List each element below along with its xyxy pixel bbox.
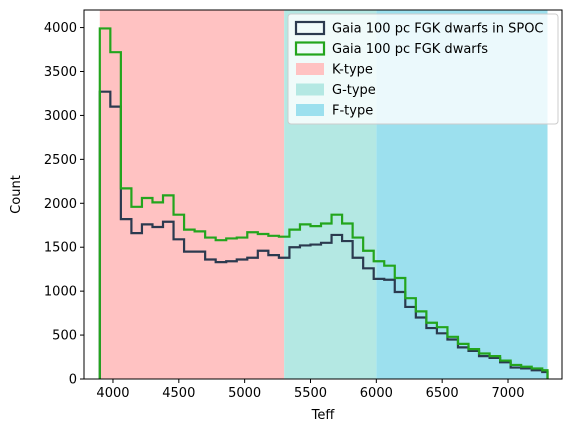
y-tick-label: 2000 [44, 197, 77, 212]
x-tick-label: 4500 [162, 386, 195, 401]
y-tick-label: 1500 [44, 241, 77, 256]
y-tick-label: 0 [69, 373, 77, 388]
legend-swatch-all-dwarfs [294, 41, 326, 56]
legend-swatch-g-type [296, 83, 324, 96]
legend-entry-spoc: Gaia 100 pc FGK dwarfs in SPOC [294, 20, 544, 37]
x-tick-label: 5500 [294, 386, 327, 401]
legend-swatch-k-type [296, 63, 324, 75]
y-tick-label: 3000 [44, 109, 77, 124]
band-k-type [99, 10, 285, 379]
histogram-series [98, 27, 549, 379]
x-axis-label: Teff [311, 408, 336, 423]
legend-label-spoc: Gaia 100 pc FGK dwarfs in SPOC [332, 22, 544, 37]
x-tick-label: 5000 [228, 386, 261, 401]
x-tick-label: 7000 [491, 386, 524, 401]
y-tick-label: 500 [52, 329, 77, 344]
y-tick-label: 3500 [44, 65, 77, 80]
legend-entry-all-dwarfs: Gaia 100 pc FGK dwarfs [294, 41, 488, 57]
x-tick-label: 4000 [96, 386, 129, 401]
legend-entry-g-type: G-type [296, 83, 376, 98]
legend-box [287, 13, 559, 125]
legend-label-g-type: G-type [332, 83, 376, 98]
legend-label-k-type: K-type [332, 63, 373, 78]
x-tick-label: 6500 [426, 386, 459, 401]
legend: Gaia 100 pc FGK dwarfs in SPOC Gaia 100 … [287, 13, 559, 125]
legend-entry-f-type: F-type [296, 104, 373, 119]
y-tick-label: 1000 [44, 285, 77, 300]
y-tick-label: 4000 [44, 21, 77, 36]
x-axis-ticks: 4000 4500 5000 5500 6000 6500 7000 [96, 379, 525, 401]
legend-label-all-dwarfs: Gaia 100 pc FGK dwarfs [332, 42, 488, 57]
legend-label-f-type: F-type [332, 104, 373, 119]
legend-swatch-spoc [294, 20, 326, 36]
series-line-1 [98, 27, 549, 379]
x-tick-label: 6000 [360, 386, 393, 401]
y-axis-ticks: 0 500 1000 1500 2000 2500 3000 3500 4000 [44, 21, 84, 388]
legend-entry-k-type: K-type [296, 63, 373, 78]
y-tick-label: 2500 [44, 153, 77, 168]
legend-swatch-f-type [296, 104, 324, 116]
plot-frame [83, 9, 563, 380]
y-axis-label: Count [9, 175, 24, 214]
